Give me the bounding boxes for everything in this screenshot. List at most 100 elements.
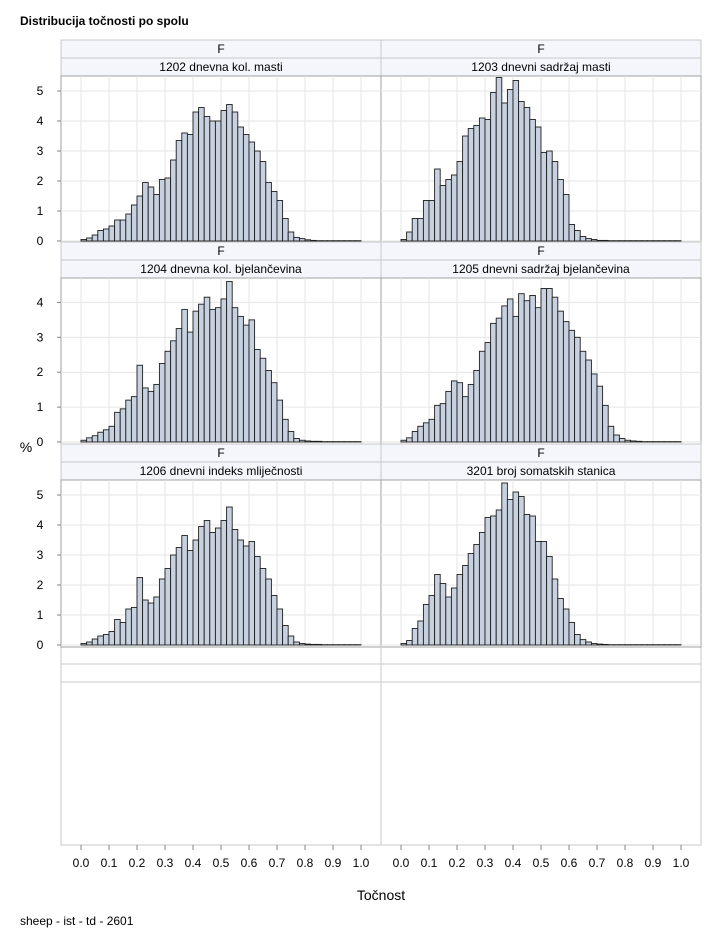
histogram-bar (551, 161, 559, 242)
x-tick-label: 0.3 (477, 856, 494, 870)
histogram-bar (108, 631, 116, 646)
histogram-bar (86, 237, 93, 242)
histogram-bar (523, 107, 531, 242)
histogram-bar (114, 219, 121, 242)
histogram-bar (422, 200, 430, 242)
histogram-bar (181, 535, 188, 646)
histogram-bar (304, 239, 312, 242)
panel-header-trait: 1206 dnevni indeks mliječnosti (140, 464, 303, 478)
panel-header-trait: 1203 dnevni sadržaj masti (471, 60, 610, 74)
histogram-bar (434, 574, 441, 646)
histogram-bar (624, 439, 632, 443)
x-tick-label: 0.9 (645, 856, 662, 870)
histogram-bar (259, 161, 267, 242)
y-tick-label: 0 (37, 638, 44, 652)
histogram-bar (136, 577, 144, 646)
y-tick-label: 1 (37, 204, 44, 218)
histogram-bar (315, 440, 323, 443)
histogram-bar (198, 303, 205, 443)
y-tick-label: 5 (37, 488, 44, 502)
panel-header-sex: F (217, 42, 224, 56)
histogram-bar (551, 296, 559, 443)
y-tick-label: 5 (37, 84, 44, 98)
x-tick-label: 0.7 (589, 856, 606, 870)
histogram-bar (130, 607, 138, 646)
histogram-bar (270, 191, 278, 242)
histogram-bar (529, 515, 536, 646)
histogram-bar (540, 288, 548, 443)
histogram-bar (450, 380, 458, 443)
histogram-bar (546, 150, 553, 242)
histogram-bar (108, 225, 116, 242)
histogram-bar (579, 350, 587, 443)
histogram-bar (192, 310, 200, 443)
histogram-bar (406, 640, 413, 646)
panel-header-trait: 1205 dnevni sadržaj bjelančevina (452, 262, 630, 276)
y-tick-label: 3 (37, 144, 44, 158)
histogram-bar (478, 532, 486, 646)
histogram-bar (439, 583, 447, 646)
histogram-bar (304, 440, 312, 443)
y-tick-label: 2 (37, 174, 44, 188)
histogram-bar (214, 307, 222, 443)
histogram-bar (557, 310, 564, 443)
histogram-bar (248, 319, 256, 443)
histogram-bar (557, 598, 564, 646)
histogram-bar (293, 438, 300, 443)
histogram-bar (226, 104, 233, 242)
histogram-bar (147, 602, 155, 646)
histogram-bar (417, 620, 424, 646)
histogram-bar (495, 317, 503, 443)
y-tick-label: 1 (37, 608, 44, 622)
histogram-bar (80, 643, 88, 646)
histogram-bar (80, 239, 88, 242)
histogram-bar (231, 307, 239, 443)
histogram-bar (467, 128, 475, 242)
histogram-bar (590, 373, 598, 443)
histogram-bar (512, 315, 520, 443)
histogram-bar (467, 553, 475, 646)
y-tick-label: 4 (37, 295, 44, 309)
histogram-bar (153, 383, 160, 443)
histogram-bar (130, 396, 138, 443)
histogram-bar (473, 544, 480, 646)
histogram-bar (422, 604, 430, 646)
x-tick-label: 0.2 (129, 856, 146, 870)
histogram-bar (596, 385, 604, 443)
histogram-bar (298, 439, 306, 443)
histogram-bar (287, 431, 295, 443)
histogram-bar (304, 643, 312, 646)
histogram-bar (411, 218, 419, 242)
histogram-bar (411, 431, 419, 443)
histogram-bar (97, 230, 104, 242)
histogram-bar (585, 238, 592, 242)
histogram-bar (125, 608, 132, 646)
histogram-bar (568, 329, 576, 443)
histogram-bar (153, 596, 160, 646)
y-tick-label: 3 (37, 548, 44, 562)
histogram-bar (574, 634, 581, 646)
histogram-bar (534, 126, 542, 242)
histogram-bar (198, 107, 205, 242)
histogram-bar (523, 514, 531, 646)
histogram-bar (248, 141, 256, 242)
histogram-bar (142, 599, 149, 646)
histogram-bar (102, 228, 110, 242)
histogram-bar (512, 80, 520, 242)
histogram-bar (175, 547, 183, 646)
histogram-bar (310, 643, 317, 646)
histogram-bar (293, 641, 300, 646)
histogram-bar (209, 532, 216, 646)
histogram-bar (226, 281, 233, 443)
histogram-bar (434, 168, 441, 242)
histogram-bar (198, 526, 205, 646)
x-tick-label: 0.7 (269, 856, 286, 870)
panel-header-sex: F (537, 42, 544, 56)
histogram-bar (158, 578, 166, 646)
histogram-bar (422, 422, 430, 443)
histogram-bar (203, 520, 211, 646)
histogram-bar (495, 509, 503, 646)
histogram-bar (462, 135, 469, 242)
histogram-bar (406, 231, 413, 242)
histogram-bar (551, 578, 559, 646)
